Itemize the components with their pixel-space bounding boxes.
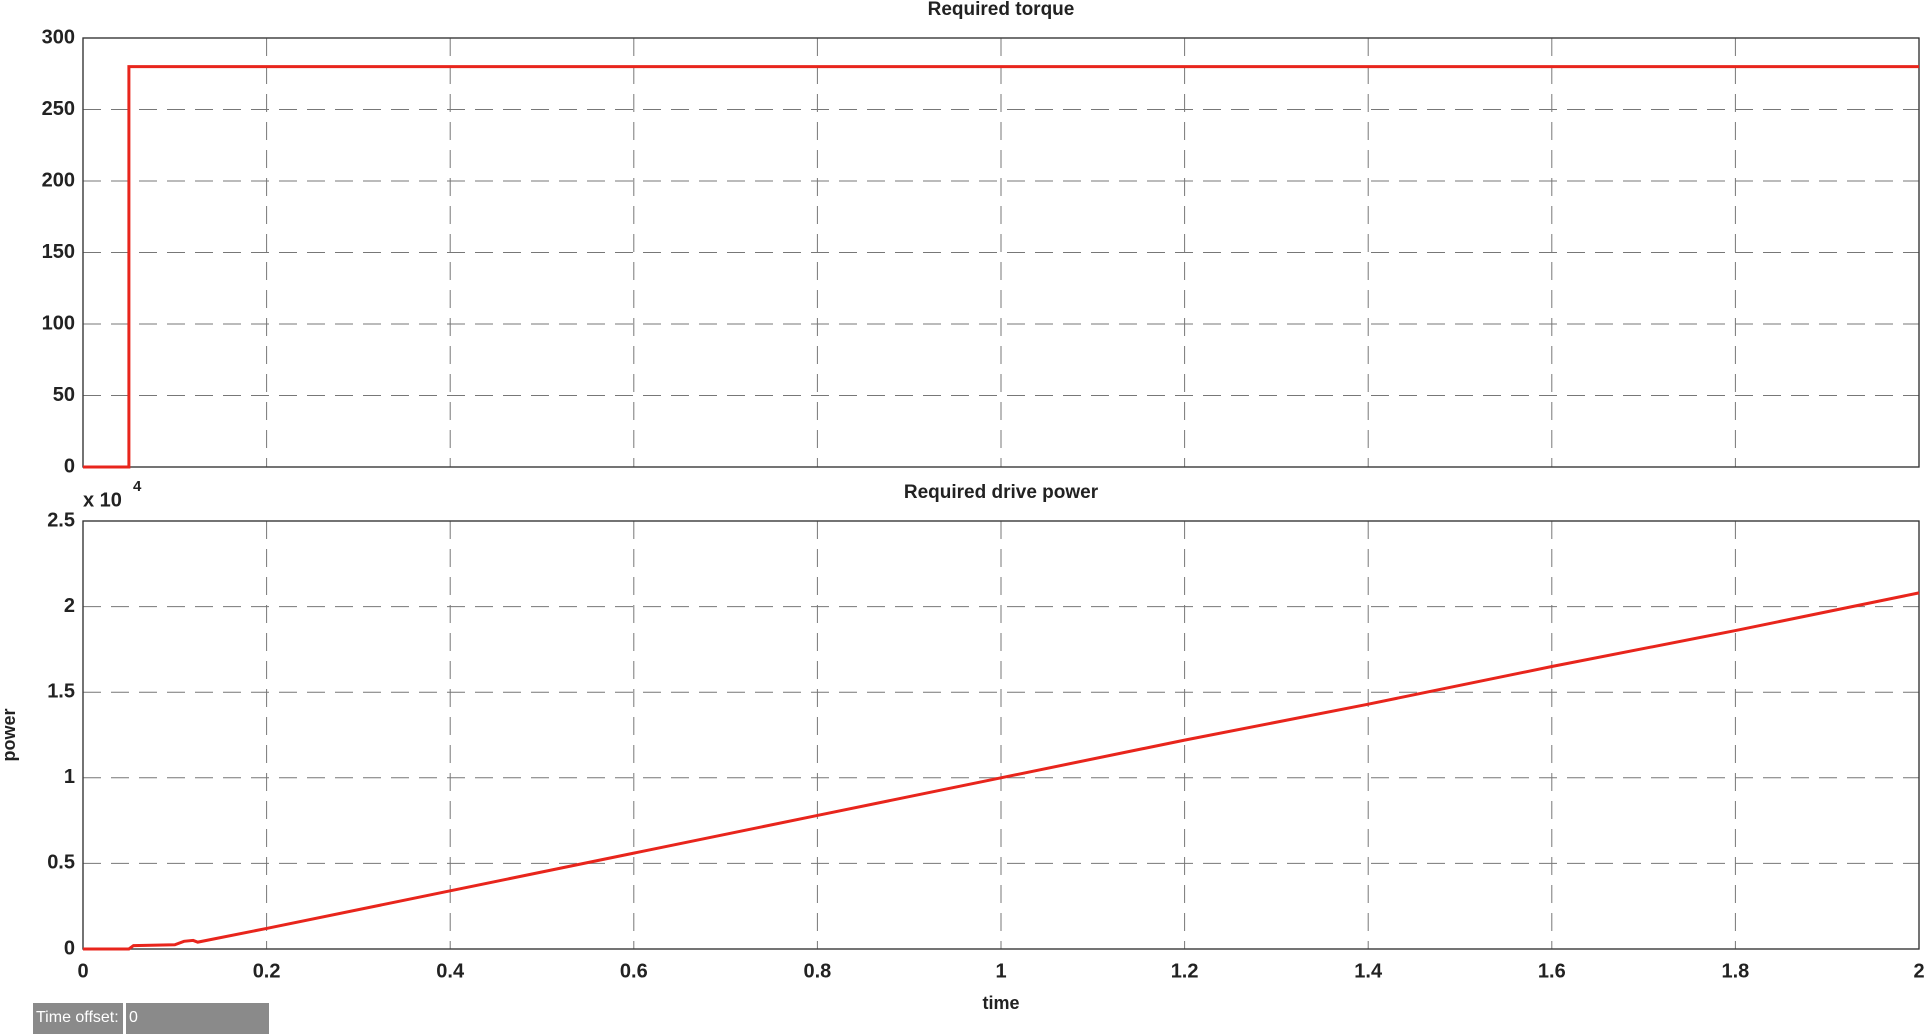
x-tick-label: 1.2 [1171,960,1199,982]
time-offset-value[interactable]: 0 [129,1009,138,1026]
x-tick-label: 1 [995,960,1006,982]
y-tick-label: 2 [64,595,75,617]
x-tick-label: 0.2 [253,960,281,982]
x-tick-label: 1.4 [1354,960,1383,982]
y-tick-label: 2.5 [47,509,75,531]
y-tick-label: 150 [42,241,75,263]
chart-title: Required torque [928,0,1075,20]
time-offset-input[interactable] [126,1003,269,1034]
y-exponent: 4 [133,478,142,495]
y-tick-label: 300 [42,26,75,48]
y-tick-label: 1 [64,766,75,788]
y-tick-label: 200 [42,169,75,191]
x-tick-label: 2 [1913,960,1924,982]
x-tick-label: 0.8 [803,960,831,982]
data-line [83,591,1920,951]
x-tick-label: 0.4 [436,960,465,982]
y-tick-label: 0.5 [47,852,75,874]
data-line [83,65,1919,469]
x-tick-label: 1.6 [1538,960,1566,982]
x-tick-label: 0.6 [620,960,648,982]
x-tick-label: 1.8 [1721,960,1749,982]
chart-title: Required drive power [904,482,1099,503]
y-tick-label: 1.5 [47,680,75,702]
y-axis-label: power [0,708,19,761]
x-tick-label: 0 [77,960,88,982]
y-tick-label: 100 [42,312,75,334]
y-tick-label: 0 [64,937,75,959]
time-offset-label-box [33,1003,123,1034]
y-tick-label: 50 [53,384,75,406]
y-exponent-label: x 10 [83,489,122,511]
plot-frame [82,37,1920,468]
time-offset-label: Time offset: [36,1009,119,1026]
y-tick-label: 250 [42,98,75,120]
plot-frame [82,520,1920,950]
y-tick-label: 0 [64,455,75,477]
x-axis-label: time [982,993,1019,1013]
